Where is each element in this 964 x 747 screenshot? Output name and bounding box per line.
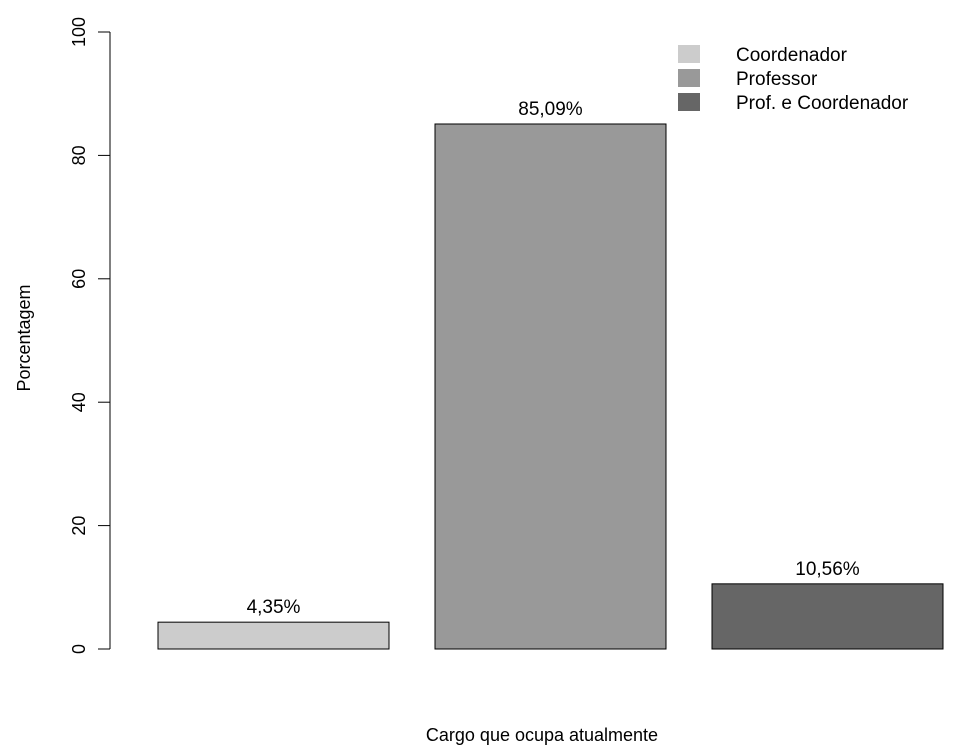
legend-label: Coordenador [736,45,848,66]
legend-label: Prof. e Coordenador [736,93,909,114]
bar-value-label: 10,56% [795,559,860,580]
y-tick-label: 0 [69,644,89,654]
legend-label: Professor [736,69,818,90]
bars [157,123,944,650]
bar-coordenador [157,621,390,650]
y-tick-label: 60 [69,269,89,289]
y-axis-label: Porcentagem [14,284,34,391]
legend-swatch [678,45,700,63]
x-axis-label: Cargo que ocupa atualmente [426,725,658,745]
y-axis: 0 20 40 60 80 100 [69,17,111,654]
bar-professor [434,123,667,650]
y-tick-label: 80 [69,145,89,165]
y-tick-label: 20 [69,516,89,536]
legend-swatch [678,69,700,87]
bar-value-labels: 4,35% 85,09% 10,56% [247,99,860,618]
legend-swatch [678,93,700,111]
y-tick-label: 40 [69,392,89,412]
bar-value-label: 85,09% [518,99,583,120]
bar-prof-e-coordenador [711,583,944,650]
legend: Coordenador Professor Prof. e Coordenador [678,45,909,114]
y-tick-label: 100 [69,17,89,47]
bar-value-label: 4,35% [247,597,301,618]
